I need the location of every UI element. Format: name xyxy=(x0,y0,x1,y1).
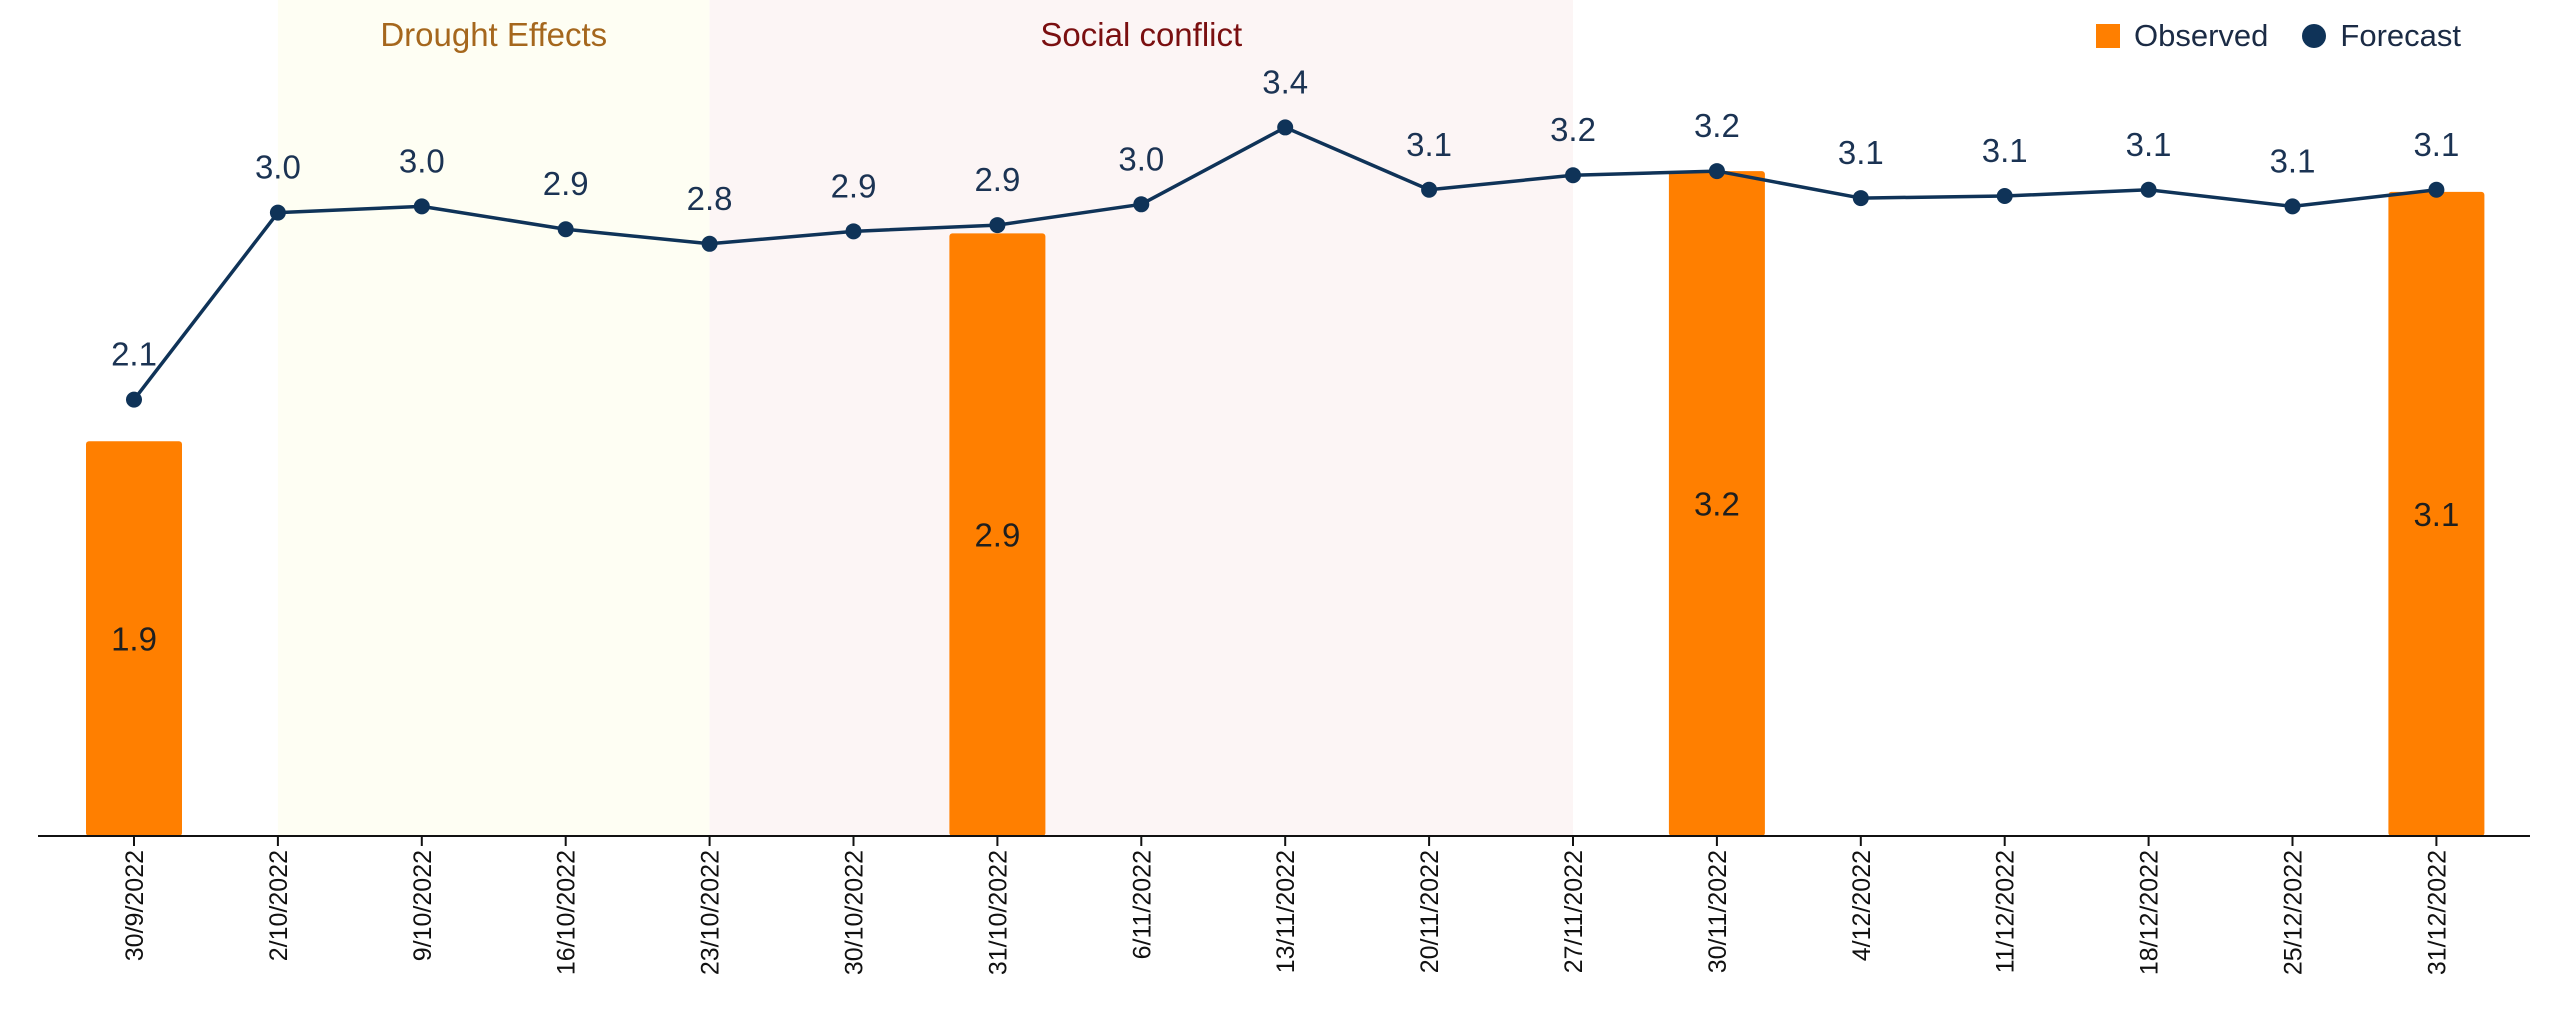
forecast-point-label: 3.4 xyxy=(1262,63,1308,100)
observed-swatch xyxy=(2095,24,2120,48)
observed-bar xyxy=(949,233,1046,837)
x-axis: 30/9/2022 2/10/2022 9/10/2022 16/10/2022 23/… xyxy=(38,835,2530,975)
x-tick-label: 11/12/2022 xyxy=(1992,850,2020,973)
forecast-point-label: 3.1 xyxy=(1406,126,1452,163)
observed-bars: 1.9 2.9 3.2 3.1 xyxy=(86,171,2485,837)
forecast-point-label: 3.0 xyxy=(255,149,301,186)
observed-bar-label: 1.9 xyxy=(111,621,157,658)
x-tick-label: 31/12/2022 xyxy=(2423,850,2451,975)
x-tick-label: 6/11/2022 xyxy=(1128,850,1156,959)
forecast-point xyxy=(1565,167,1581,184)
forecast-point xyxy=(126,391,142,408)
forecast-point xyxy=(701,235,718,252)
legend-item-observed: Observed xyxy=(2095,18,2269,54)
x-tick-label: 16/10/2022 xyxy=(553,850,581,975)
forecast-point xyxy=(1421,181,1438,198)
forecast-point-label: 2.1 xyxy=(111,336,157,373)
legend: Observed Forecast xyxy=(2095,18,2461,54)
forecast-point xyxy=(845,223,862,240)
forecast-point-label: 3.0 xyxy=(1118,140,1164,177)
forecast-point-label: 3.2 xyxy=(1550,111,1596,148)
forecast-point-label: 3.2 xyxy=(1694,107,1740,144)
forecast-point-label: 3.1 xyxy=(1838,134,1884,171)
x-tick-label: 30/11/2022 xyxy=(1704,850,1732,973)
observed-bar xyxy=(2388,191,2485,836)
forecast-point xyxy=(2140,181,2157,198)
observed-bar-label: 3.2 xyxy=(1694,486,1740,523)
forecast-point-label: 2.9 xyxy=(831,167,877,204)
forecast-swatch xyxy=(2302,24,2327,48)
forecast-point xyxy=(413,198,430,215)
x-tick-label: 27/11/2022 xyxy=(1560,850,1588,973)
observed-bar-label: 2.9 xyxy=(974,517,1020,554)
forecast-point xyxy=(1277,119,1294,136)
forecast-point-label: 2.9 xyxy=(974,161,1020,198)
x-tick-label: 2/10/2022 xyxy=(265,850,293,961)
x-tick-label: 30/10/2022 xyxy=(841,850,869,975)
forecast-point-label: 3.0 xyxy=(399,142,445,179)
x-tick-label: 30/9/2022 xyxy=(121,850,149,961)
legend-item-forecast: Forecast xyxy=(2302,18,2461,54)
forecast-point xyxy=(1852,190,1869,207)
x-tick-label: 4/12/2022 xyxy=(1848,850,1876,961)
observed-bar xyxy=(86,441,182,836)
x-tick-label: 20/11/2022 xyxy=(1416,850,1444,973)
forecast-point xyxy=(269,204,286,221)
forecast-line: 2.1 3.0 3.0 2.9 2.8 2.9 2.9 3.0 3.4 3.1 3.2 3.2 3.1 3… xyxy=(111,63,2459,408)
x-tick-label: 31/10/2022 xyxy=(984,850,1012,975)
legend-forecast-label: Forecast xyxy=(2340,18,2461,53)
forecast-point xyxy=(2428,181,2445,198)
observed-bar-label: 3.1 xyxy=(2413,496,2459,533)
forecast-point xyxy=(1996,188,2013,204)
forecast-point xyxy=(557,221,574,238)
forecast-point xyxy=(989,217,1006,234)
annotation-band-1 xyxy=(709,0,1573,836)
x-tick-label: 13/11/2022 xyxy=(1272,850,1300,973)
x-tick-label: 25/12/2022 xyxy=(2280,850,2308,975)
forecast-point-label: 3.1 xyxy=(2270,142,2316,179)
annotation-label-1: Social conflict xyxy=(1040,16,1242,53)
forecast-point xyxy=(2284,198,2301,215)
annotation-band-0 xyxy=(277,0,710,836)
forecast-point-label: 2.8 xyxy=(687,180,733,217)
forecast-point xyxy=(1133,196,1150,213)
forecast-point xyxy=(1708,163,1725,180)
forecast-point-label: 2.9 xyxy=(543,165,589,202)
observed-bar xyxy=(1668,171,1765,836)
legend-observed-label: Observed xyxy=(2133,18,2269,53)
forecast-point-label: 3.1 xyxy=(2413,126,2459,163)
x-tick-label: 9/10/2022 xyxy=(409,850,437,961)
x-tick-label: 18/12/2022 xyxy=(2136,850,2164,975)
forecast-point-label: 3.1 xyxy=(2126,126,2172,163)
annotation-label-0: Drought Effects xyxy=(380,16,607,53)
annotation-bands: Drought Effects Social conflict xyxy=(277,0,1573,836)
x-tick-label: 23/10/2022 xyxy=(697,850,725,975)
forecast-point-label: 3.1 xyxy=(1982,132,2028,169)
